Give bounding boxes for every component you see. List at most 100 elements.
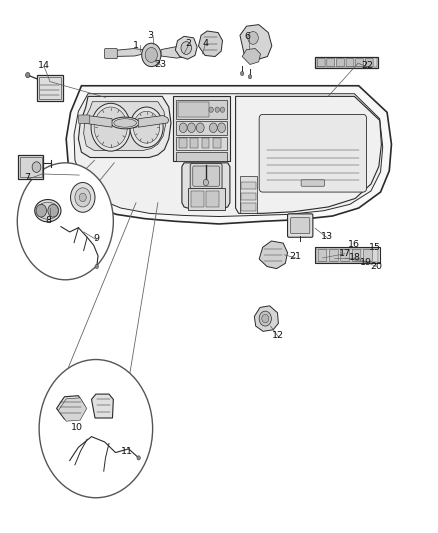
Polygon shape (236, 96, 381, 213)
Text: 20: 20 (370, 262, 382, 271)
FancyBboxPatch shape (241, 203, 256, 211)
FancyBboxPatch shape (178, 102, 208, 117)
FancyBboxPatch shape (179, 139, 187, 148)
Circle shape (209, 123, 217, 133)
FancyBboxPatch shape (365, 59, 373, 67)
FancyBboxPatch shape (315, 247, 380, 263)
Circle shape (130, 107, 163, 148)
FancyBboxPatch shape (241, 182, 256, 189)
Text: 4: 4 (202, 39, 208, 48)
Text: 16: 16 (348, 240, 360, 249)
FancyBboxPatch shape (78, 115, 90, 124)
Polygon shape (240, 25, 272, 60)
Ellipse shape (111, 117, 139, 129)
Circle shape (36, 204, 46, 217)
FancyBboxPatch shape (301, 180, 325, 186)
Polygon shape (92, 394, 113, 418)
Polygon shape (254, 306, 279, 332)
Circle shape (17, 163, 113, 280)
Text: 7: 7 (24, 173, 30, 182)
FancyBboxPatch shape (316, 58, 377, 67)
Circle shape (142, 43, 161, 67)
FancyBboxPatch shape (213, 139, 221, 148)
FancyBboxPatch shape (240, 176, 258, 213)
Ellipse shape (114, 119, 137, 127)
Text: 22: 22 (361, 61, 374, 70)
Circle shape (218, 123, 226, 133)
Text: 14: 14 (38, 61, 49, 70)
Text: 15: 15 (369, 243, 381, 252)
FancyBboxPatch shape (290, 217, 310, 233)
Circle shape (134, 111, 159, 143)
Circle shape (240, 71, 244, 76)
FancyBboxPatch shape (241, 192, 256, 200)
FancyBboxPatch shape (193, 166, 219, 186)
Circle shape (179, 123, 187, 133)
Text: 3: 3 (148, 31, 153, 40)
Circle shape (248, 75, 252, 79)
FancyBboxPatch shape (316, 249, 378, 262)
Polygon shape (74, 94, 383, 216)
FancyBboxPatch shape (201, 139, 209, 148)
FancyBboxPatch shape (336, 59, 344, 67)
Circle shape (145, 47, 157, 62)
Circle shape (187, 123, 195, 133)
Polygon shape (84, 102, 166, 151)
FancyBboxPatch shape (318, 249, 327, 261)
Polygon shape (259, 241, 288, 269)
FancyBboxPatch shape (190, 139, 198, 148)
FancyBboxPatch shape (315, 56, 378, 68)
Circle shape (181, 42, 191, 54)
Circle shape (79, 193, 86, 201)
FancyBboxPatch shape (352, 249, 361, 261)
FancyBboxPatch shape (341, 249, 350, 261)
Polygon shape (242, 49, 261, 64)
FancyBboxPatch shape (176, 100, 227, 119)
Polygon shape (112, 49, 144, 56)
Polygon shape (57, 395, 85, 419)
FancyBboxPatch shape (259, 115, 367, 192)
FancyBboxPatch shape (364, 249, 372, 261)
FancyBboxPatch shape (18, 155, 43, 179)
Polygon shape (78, 96, 171, 158)
Circle shape (91, 103, 131, 151)
FancyBboxPatch shape (187, 188, 225, 209)
Circle shape (248, 31, 258, 44)
Text: 23: 23 (154, 60, 166, 69)
Circle shape (75, 188, 91, 207)
Text: 9: 9 (94, 234, 100, 243)
FancyBboxPatch shape (356, 59, 364, 67)
Circle shape (262, 314, 269, 323)
Polygon shape (138, 116, 169, 127)
Circle shape (95, 264, 99, 269)
Polygon shape (58, 398, 87, 421)
Text: 6: 6 (244, 33, 251, 42)
Polygon shape (182, 163, 230, 209)
Polygon shape (66, 86, 392, 224)
Text: 12: 12 (272, 331, 284, 340)
FancyBboxPatch shape (105, 49, 117, 59)
Text: 18: 18 (349, 254, 361, 262)
Text: 21: 21 (289, 253, 301, 261)
FancyBboxPatch shape (20, 157, 42, 177)
Circle shape (71, 182, 95, 212)
FancyBboxPatch shape (190, 164, 222, 189)
Circle shape (209, 107, 213, 112)
FancyBboxPatch shape (346, 59, 354, 67)
FancyBboxPatch shape (329, 249, 338, 261)
FancyBboxPatch shape (37, 75, 63, 101)
Circle shape (259, 311, 272, 326)
Text: 11: 11 (120, 447, 132, 456)
Circle shape (25, 72, 30, 78)
Text: 1: 1 (133, 41, 139, 50)
Circle shape (39, 360, 152, 498)
Circle shape (32, 162, 41, 172)
Circle shape (203, 179, 208, 185)
Circle shape (94, 107, 127, 148)
FancyBboxPatch shape (206, 191, 219, 207)
Polygon shape (198, 31, 223, 56)
Ellipse shape (35, 199, 61, 222)
Text: 10: 10 (71, 423, 83, 432)
Polygon shape (175, 36, 197, 59)
FancyBboxPatch shape (39, 77, 61, 99)
